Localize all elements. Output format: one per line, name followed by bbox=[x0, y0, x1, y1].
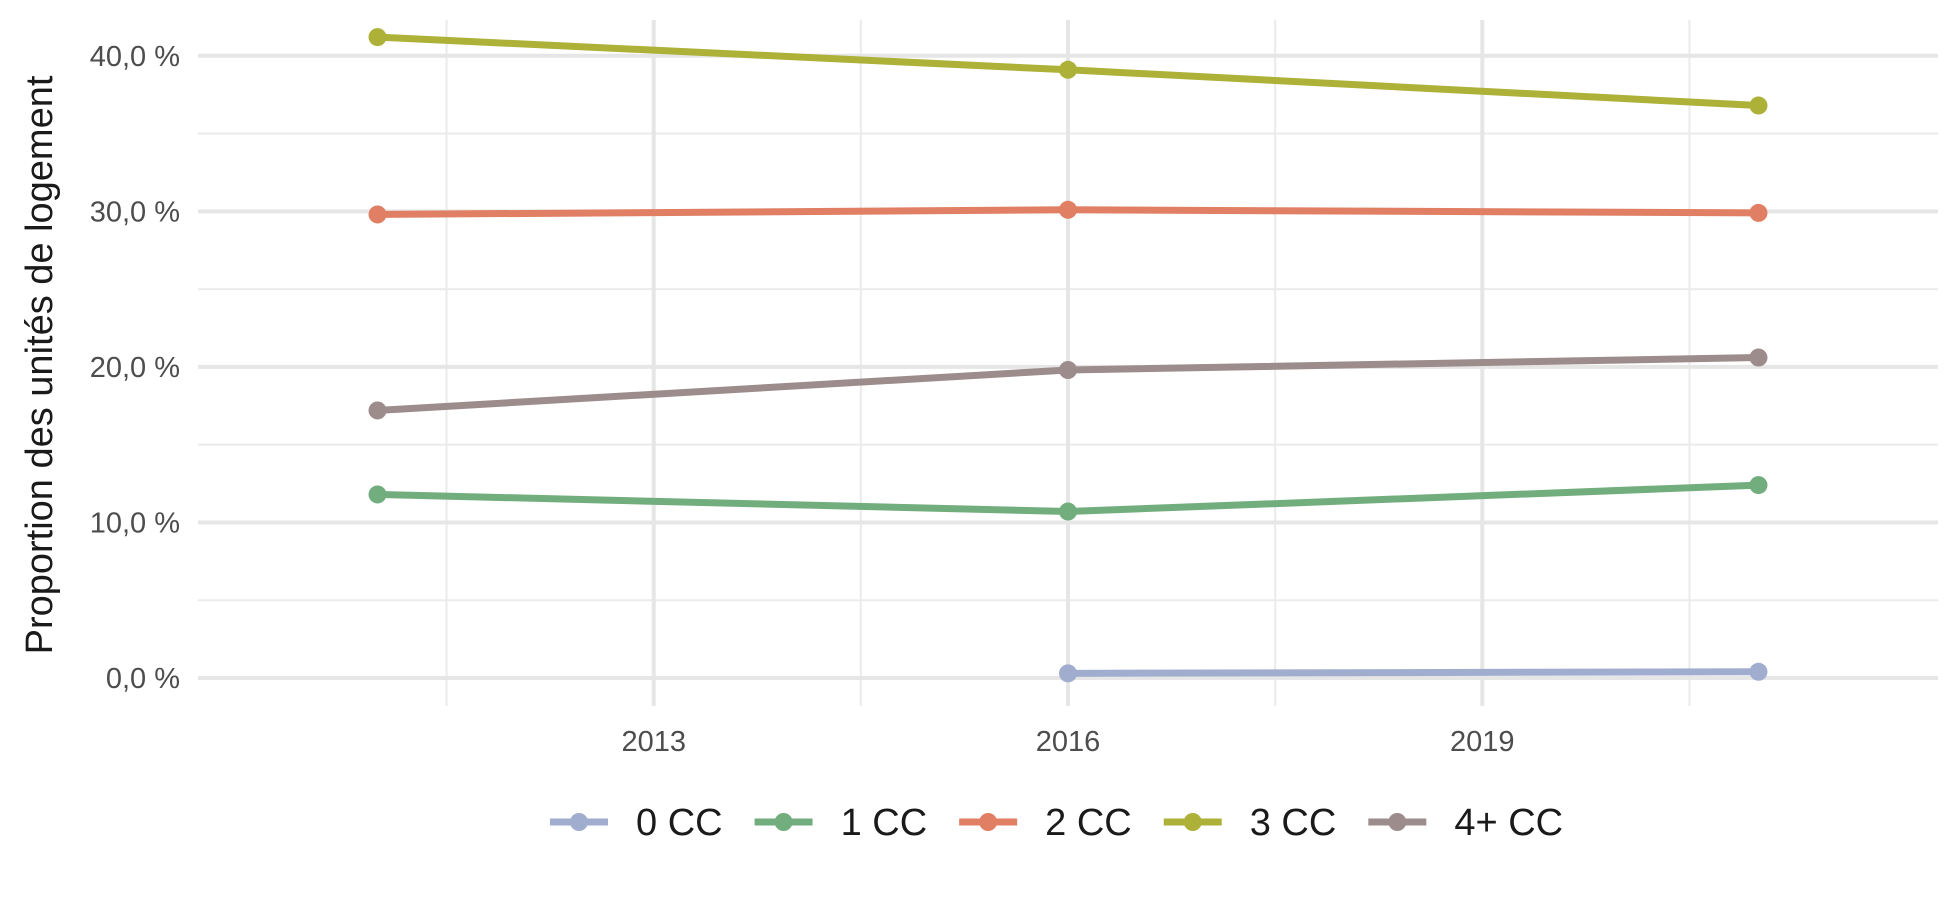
legend-key-point bbox=[1183, 813, 1202, 831]
x-tick-label: 2013 bbox=[621, 726, 686, 758]
y-axis: 0,0 % 10,0 % 20,0 % 30,0 % 40,0 % bbox=[90, 41, 180, 695]
series-4-cc bbox=[368, 348, 1768, 420]
series-3-cc bbox=[368, 28, 1768, 115]
data-point bbox=[1059, 361, 1077, 379]
legend-key-point bbox=[979, 813, 998, 831]
x-tick-label: 2019 bbox=[1450, 726, 1515, 758]
x-axis: 2013 2016 2019 bbox=[621, 726, 1514, 758]
legend-key-point bbox=[774, 813, 793, 831]
data-point bbox=[1749, 96, 1768, 115]
legend-item: 4+ CC bbox=[1368, 802, 1563, 844]
data-point bbox=[1059, 60, 1077, 79]
legend-label: 4+ CC bbox=[1454, 802, 1563, 844]
y-tick-label: 20,0 % bbox=[90, 352, 180, 384]
data-point bbox=[368, 401, 387, 420]
legend-key-point bbox=[1388, 813, 1407, 831]
series-0-cc bbox=[1059, 662, 1768, 683]
data-point bbox=[368, 205, 387, 224]
legend-label: 0 CC bbox=[636, 802, 723, 844]
legend-label: 3 CC bbox=[1250, 802, 1337, 844]
data-point bbox=[1749, 203, 1768, 222]
series-1-cc bbox=[368, 476, 1768, 521]
y-tick-label: 10,0 % bbox=[90, 507, 180, 539]
legend-label: 1 CC bbox=[841, 802, 928, 844]
data-point bbox=[368, 28, 387, 47]
legend-label: 2 CC bbox=[1045, 802, 1132, 844]
data-point bbox=[1059, 664, 1077, 683]
y-tick-label: 30,0 % bbox=[90, 196, 180, 228]
legend-item: 0 CC bbox=[550, 802, 723, 844]
y-tick-label: 0,0 % bbox=[106, 663, 180, 695]
data-point bbox=[1749, 662, 1768, 681]
series-2-cc bbox=[368, 200, 1768, 224]
data-point bbox=[1059, 200, 1077, 219]
series-line bbox=[1064, 668, 1762, 677]
x-tick-label: 2016 bbox=[1036, 726, 1101, 758]
series-group bbox=[368, 28, 1768, 683]
legend-item: 3 CC bbox=[1163, 802, 1337, 844]
y-tick-label: 40,0 % bbox=[90, 41, 180, 73]
data-point bbox=[1749, 348, 1768, 367]
legend: 0 CC 1 CC 2 CC 3 CC 4+ CC bbox=[550, 802, 1563, 844]
y-axis-title: Proportion des unités de logement bbox=[19, 75, 61, 654]
legend-item: 2 CC bbox=[959, 802, 1132, 844]
data-point bbox=[1749, 476, 1768, 495]
data-point bbox=[1059, 502, 1077, 521]
data-point bbox=[368, 485, 387, 504]
legend-item: 1 CC bbox=[754, 802, 928, 844]
legend-key-point bbox=[570, 813, 588, 831]
